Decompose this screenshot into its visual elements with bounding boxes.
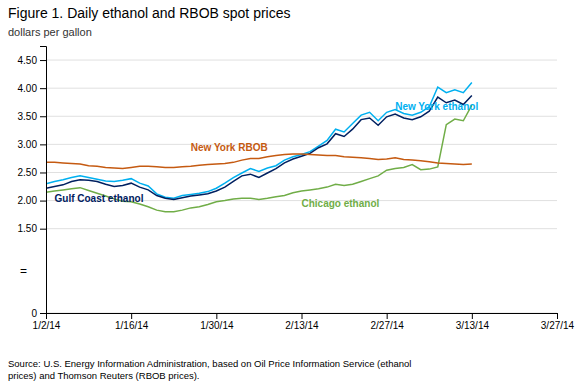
x-tick: 1/16/14 xyxy=(115,313,149,331)
x-tick-mark xyxy=(131,313,132,319)
plot: 1/2/14 1/16/14 1/30/14 2/13/14 2/27/14 3/13/1… xyxy=(18,47,575,332)
y-tick-mark xyxy=(40,172,46,173)
y-tick: 3.00 xyxy=(18,139,46,150)
grid-line xyxy=(46,88,557,89)
x-tick-label: 3/27/14 xyxy=(541,320,575,331)
grid-line xyxy=(46,144,557,145)
y-axis-line xyxy=(40,47,47,314)
source-line: prices) and Thomson Reuters (RBOB prices… xyxy=(8,370,199,381)
y-axis-label: dollars per gallon xyxy=(8,26,92,38)
y-tick-mark xyxy=(40,313,46,314)
y-tick-label: 1.50 xyxy=(18,223,38,234)
y-tick-label: 2.00 xyxy=(18,195,38,206)
y-tick-mark xyxy=(40,229,46,230)
grid-line xyxy=(46,172,557,173)
x-tick-mark xyxy=(216,313,217,319)
x-tick-mark xyxy=(472,313,473,319)
title: Figure 1. Daily ethanol and RBOB spot pr… xyxy=(8,5,290,21)
y-tick-mark xyxy=(40,60,46,61)
grid xyxy=(46,60,557,313)
y-tick-label: 3.00 xyxy=(18,139,38,150)
y-tick-label: 3.50 xyxy=(18,111,38,122)
x-tick: 3/13/14 xyxy=(456,313,490,331)
x-tick-label: 2/27/14 xyxy=(370,320,404,331)
x-tick: 3/27/14 xyxy=(541,313,575,331)
grid-line xyxy=(46,228,557,229)
y-tick-mark xyxy=(40,116,46,117)
grid-line xyxy=(46,60,557,61)
series-line xyxy=(46,105,472,212)
y-tick-mark xyxy=(40,88,46,89)
x-tick-mark xyxy=(557,313,558,319)
x-axis-line xyxy=(47,314,558,320)
y-tick-label: 0 xyxy=(31,308,37,319)
y-tick-label: 4.50 xyxy=(18,55,38,66)
x-tick-mark xyxy=(387,313,388,319)
x-axis: 1/2/14 1/16/14 1/30/14 2/13/14 2/27/14 3/13/1… xyxy=(33,313,575,331)
y-tick: 1.50 xyxy=(18,223,46,234)
x-tick: 2/13/14 xyxy=(285,313,319,331)
y-tick: 0 xyxy=(31,308,46,319)
annotation: Chicago ethanol xyxy=(302,198,380,209)
axis-break: = xyxy=(20,264,27,278)
x-tick-label: 1/2/14 xyxy=(33,320,61,331)
annotation: New York RBOB xyxy=(191,142,268,153)
source-note: Source: U.S. Energy Information Administ… xyxy=(8,358,411,381)
x-tick: 2/27/14 xyxy=(370,313,404,331)
x-tick-label: 3/13/14 xyxy=(456,320,490,331)
grid-line xyxy=(46,116,557,117)
x-tick-label: 2/13/14 xyxy=(285,320,319,331)
y-tick-label: 4.00 xyxy=(18,83,38,94)
annotation: New York ethanol xyxy=(395,101,478,112)
y-tick: 2.50 xyxy=(18,167,46,178)
annotation: Gulf Coast ethanol xyxy=(55,193,144,204)
y-tick-label: 2.50 xyxy=(18,167,38,178)
x-tick-label: 1/16/14 xyxy=(115,320,149,331)
y-axis: 0 1.50 2.00 2.50 3.00 3.50 4.00 4.50 xyxy=(18,47,47,319)
y-tick-mark xyxy=(40,144,46,145)
y-tick: 2.00 xyxy=(18,195,46,206)
y-tick: 4.50 xyxy=(18,55,46,66)
x-tick-label: 1/30/14 xyxy=(200,320,234,331)
source-line: Source: U.S. Energy Information Administ… xyxy=(8,358,411,369)
x-tick-mark xyxy=(302,313,303,319)
series-line xyxy=(46,154,472,169)
x-tick: 1/30/14 xyxy=(200,313,234,331)
chart: Figure 1. Daily ethanol and RBOB spot pr… xyxy=(0,0,579,387)
y-tick: 4.00 xyxy=(18,83,46,94)
y-tick-mark xyxy=(40,201,46,202)
y-tick: 3.50 xyxy=(18,111,46,122)
